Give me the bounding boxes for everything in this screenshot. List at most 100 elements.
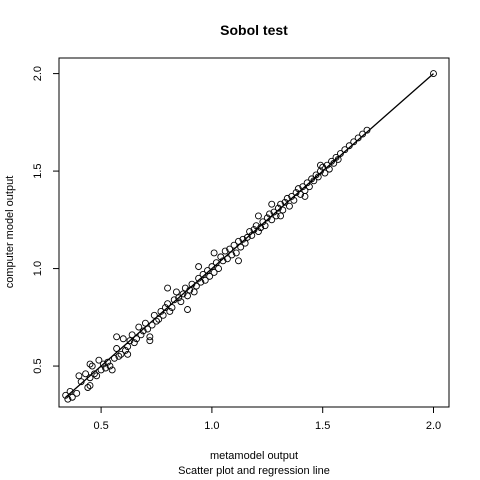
data-point [294, 185, 302, 193]
data-point [197, 278, 205, 286]
data-point [82, 370, 90, 378]
data-point [117, 350, 125, 358]
data-point [277, 200, 285, 208]
data-point [64, 395, 72, 403]
data-point [159, 311, 167, 319]
x-tick-label: 1.0 [204, 420, 219, 432]
data-point [272, 212, 280, 220]
data-point [115, 352, 123, 360]
x-axis-label: metamodel output [210, 450, 298, 462]
data-point [235, 237, 242, 245]
data-point [97, 366, 105, 374]
data-point [68, 393, 76, 401]
data-point [137, 331, 145, 339]
data-point [226, 245, 234, 253]
data-point [168, 304, 176, 312]
plot-frame [58, 57, 450, 408]
data-point [217, 253, 225, 261]
data-point [266, 210, 273, 218]
data-point [430, 70, 437, 78]
data-point [252, 222, 260, 230]
data-point [206, 272, 214, 280]
data-point [261, 222, 269, 230]
data-point [150, 311, 158, 319]
data-point [99, 360, 107, 368]
x-tick-label: 0.5 [93, 420, 108, 432]
chart-title: Sobol test [220, 22, 288, 38]
data-point [119, 335, 127, 343]
y-tick-label: 2.0 [32, 66, 44, 81]
data-point [130, 339, 138, 347]
data-point [113, 333, 121, 341]
regression-line [65, 73, 434, 398]
data-point [319, 163, 327, 171]
data-point [223, 255, 231, 263]
data-point [175, 294, 183, 302]
data-point [88, 362, 96, 370]
y-tick-label: 0.5 [32, 358, 44, 373]
data-point [122, 347, 129, 354]
data-point [124, 350, 132, 358]
data-point [184, 292, 191, 300]
data-point [86, 382, 94, 389]
data-point [106, 362, 114, 370]
data-point [290, 196, 298, 204]
y-axis-label: computer model output [4, 176, 16, 289]
data-point [192, 282, 200, 290]
data-point [325, 165, 333, 173]
data-point [141, 319, 149, 327]
data-point [133, 335, 141, 343]
data-point [210, 249, 218, 257]
data-point [164, 284, 172, 292]
data-point [124, 343, 132, 351]
data-point [153, 317, 160, 325]
data-point [108, 366, 116, 374]
data-point [86, 360, 94, 368]
data-point [321, 169, 329, 177]
data-point [232, 249, 240, 257]
data-point [230, 241, 238, 249]
data-point [146, 337, 154, 345]
data-point [113, 345, 121, 352]
data-point [110, 354, 118, 362]
data-point [195, 263, 203, 271]
data-point [184, 306, 191, 313]
data-point [164, 300, 172, 308]
data-point [144, 325, 152, 333]
x-axis: 0.5 1.0 1.5 2.0 [93, 407, 441, 432]
chart-subtitle: Scatter plot and regression line [178, 465, 330, 477]
data-point [235, 257, 242, 265]
data-point [228, 251, 236, 259]
data-point [102, 364, 109, 372]
data-point [297, 191, 304, 198]
data-point [210, 269, 218, 276]
data-point [305, 183, 313, 191]
data-point [135, 323, 143, 331]
data-point [95, 356, 103, 364]
data-point [73, 389, 81, 397]
data-point [277, 212, 285, 220]
data-point [126, 337, 134, 345]
x-tick-label: 2.0 [426, 420, 441, 432]
data-point [190, 288, 198, 296]
data-point [317, 161, 324, 169]
data-point [177, 298, 185, 306]
data-point [84, 384, 92, 391]
data-point [75, 372, 83, 380]
data-point [128, 331, 136, 339]
data-point [172, 288, 180, 296]
data-point [179, 290, 187, 298]
y-tick-label: 1.0 [32, 261, 44, 276]
data-point [221, 247, 229, 255]
x-tick-label: 1.5 [315, 420, 330, 432]
data-point [268, 216, 276, 224]
data-point [254, 228, 262, 235]
data-point [254, 212, 262, 220]
data-point [286, 202, 293, 210]
data-point [241, 239, 249, 247]
data-point [93, 372, 101, 380]
y-axis: 0.5 1.0 1.5 2.0 [32, 66, 59, 374]
data-point [279, 206, 287, 214]
data-point [181, 284, 189, 292]
